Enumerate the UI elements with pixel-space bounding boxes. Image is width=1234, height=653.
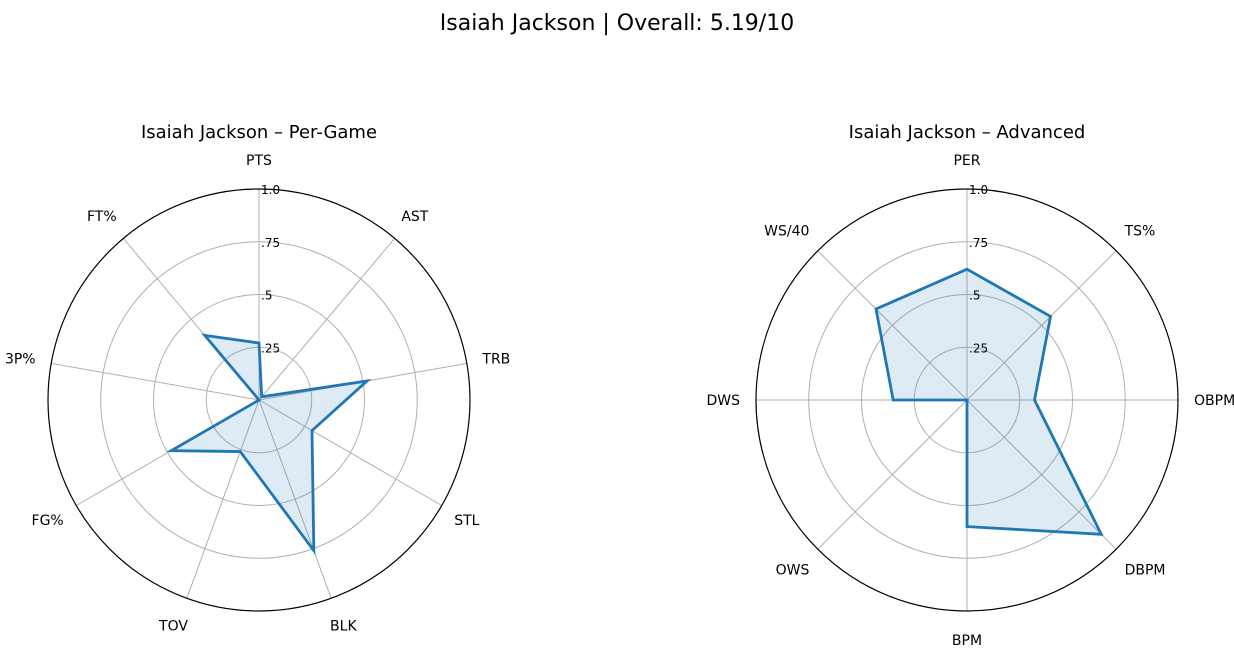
radar-series-line xyxy=(166,333,372,556)
category-label-obpm: OBPM xyxy=(1194,393,1234,409)
radial-tick-label: 1.0 xyxy=(969,183,988,197)
radial-tick-label: .25 xyxy=(261,341,280,355)
category-label-ows: OWS xyxy=(776,563,810,579)
category-label-trb: TRB xyxy=(481,351,510,367)
category-label-ws-40: WS/40 xyxy=(764,223,809,239)
category-label-dbpm: DBPM xyxy=(1125,563,1166,579)
category-label-stl: STL xyxy=(454,513,479,529)
category-label-fg-: FG% xyxy=(32,513,64,529)
category-label-blk: BLK xyxy=(330,619,357,635)
radar-grid xyxy=(47,188,471,612)
radar-chart-advanced: Isaiah Jackson – Advanced .25 .5 .75 1.0 PER… xyxy=(706,122,1234,649)
radar-area-fill xyxy=(875,269,1102,535)
radar-chart-per-game: Isaiah Jackson – Per-Game .25 .5 .75 1.0 PTS… xyxy=(5,122,510,635)
radar-outer-ring xyxy=(47,188,471,612)
radial-tick-label: .75 xyxy=(261,236,280,250)
category-label-tov: TOV xyxy=(158,619,188,635)
figure-suptitle: Isaiah Jackson | Overall: 5.19/10 xyxy=(440,11,794,36)
radial-tick-label: .5 xyxy=(261,289,272,303)
category-label-ft-: FT% xyxy=(87,209,117,225)
category-label-ts-: TS% xyxy=(1124,223,1156,239)
category-label-pts: PTS xyxy=(246,153,272,169)
radial-tick-label: .5 xyxy=(969,289,980,303)
radar-outer-ring xyxy=(755,188,1179,612)
radial-tick-label: .25 xyxy=(969,341,988,355)
category-label-dws: DWS xyxy=(706,393,740,409)
chart-title: Isaiah Jackson – Per-Game xyxy=(141,122,377,143)
radar-grid-ring xyxy=(808,241,1126,559)
category-label-3p-: 3P% xyxy=(5,351,36,367)
radar-area-fill xyxy=(171,335,368,551)
category-label-per: PER xyxy=(953,153,980,169)
radial-tick-label: .75 xyxy=(969,236,988,250)
chart-title: Isaiah Jackson – Advanced xyxy=(849,122,1086,143)
radar-grid-ring xyxy=(100,241,418,559)
category-label-ast: AST xyxy=(401,209,428,225)
category-label-bpm: BPM xyxy=(952,633,982,649)
radial-tick-label: 1.0 xyxy=(261,183,280,197)
radar-grid-ring xyxy=(153,294,365,506)
